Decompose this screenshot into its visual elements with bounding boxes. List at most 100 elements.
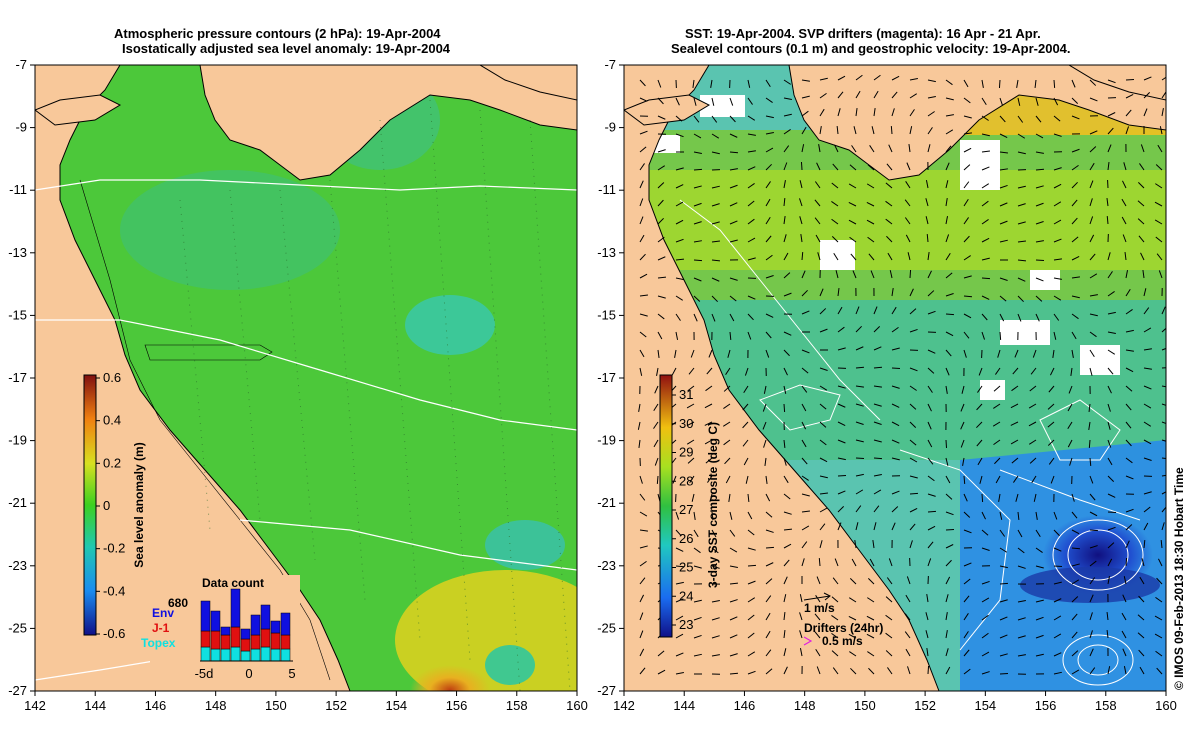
velocity-vector bbox=[1089, 349, 1095, 357]
velocity-vector bbox=[688, 367, 695, 375]
velocity-vector bbox=[995, 475, 1001, 484]
velocity-vector bbox=[960, 403, 965, 412]
velocity-vector bbox=[765, 313, 774, 318]
velocity-vector bbox=[869, 145, 875, 153]
velocity-vector bbox=[657, 236, 665, 243]
velocity-vector bbox=[727, 349, 731, 358]
velocity-vector bbox=[725, 475, 731, 484]
velocity-vector bbox=[1089, 511, 1098, 517]
velocity-vector bbox=[1013, 475, 1019, 483]
velocity-vector bbox=[993, 439, 1001, 446]
right-lat-label: -11 bbox=[598, 182, 616, 197]
velocity-vector bbox=[1017, 203, 1026, 207]
velocity-vector bbox=[1125, 457, 1133, 464]
left-pressure-contour bbox=[35, 319, 577, 431]
velocity-vector bbox=[693, 313, 698, 322]
velocity-vector bbox=[693, 97, 697, 106]
velocity-vector bbox=[976, 421, 983, 429]
velocity-vector bbox=[1154, 201, 1163, 207]
data-count-bar bbox=[240, 638, 251, 652]
velocity-vector bbox=[1035, 133, 1044, 139]
velocity-vector bbox=[909, 439, 917, 446]
velocity-vector bbox=[639, 612, 644, 621]
velocity-vector bbox=[639, 273, 648, 279]
velocity-vector bbox=[706, 367, 713, 375]
velocity-vector bbox=[867, 651, 875, 657]
velocity-vector bbox=[925, 180, 929, 189]
velocity-vector bbox=[1015, 493, 1019, 502]
right-lon-label: 152 bbox=[914, 698, 936, 713]
velocity-vector bbox=[765, 115, 774, 119]
velocity-vector bbox=[1125, 421, 1132, 429]
velocity-vector bbox=[963, 613, 969, 621]
sst-colorbar-ramp bbox=[659, 374, 673, 638]
data-count-bar bbox=[260, 604, 271, 630]
velocity-vector bbox=[837, 522, 842, 531]
velocity-vector bbox=[873, 421, 882, 426]
velocity-vector bbox=[675, 133, 684, 138]
velocity-vector bbox=[1053, 313, 1060, 321]
velocity-vector bbox=[1107, 403, 1111, 412]
velocity-vector bbox=[801, 475, 809, 481]
velocity-vector bbox=[816, 666, 821, 675]
velocity-vector bbox=[1089, 253, 1096, 261]
velocity-vector bbox=[927, 510, 937, 513]
velocity-vector bbox=[1035, 221, 1044, 225]
right-title-line1: SST: 19-Apr-2004. SVP drifters (magenta)… bbox=[685, 26, 1041, 41]
velocity-vector bbox=[1106, 198, 1109, 207]
velocity-vector bbox=[1029, 457, 1037, 464]
velocity-vector bbox=[945, 576, 951, 585]
velocity-vector bbox=[945, 385, 948, 394]
velocity-vector bbox=[704, 439, 713, 445]
left-lon-label: 146 bbox=[145, 698, 167, 713]
data-count-bars bbox=[200, 588, 291, 662]
velocity-vector bbox=[747, 183, 755, 189]
left-reef-contour bbox=[144, 344, 273, 361]
velocity-vector bbox=[819, 475, 828, 479]
velocity-vector bbox=[1071, 563, 1080, 567]
velocity-vector bbox=[747, 200, 755, 207]
velocity-vector bbox=[995, 367, 1001, 375]
velocity-vector bbox=[927, 439, 933, 448]
velocity-vector bbox=[855, 325, 862, 333]
velocity-vector bbox=[1035, 151, 1044, 154]
data-count-bar bbox=[270, 648, 281, 662]
velocity-vector bbox=[904, 613, 911, 621]
velocity-vector bbox=[1034, 79, 1037, 89]
velocity-vector bbox=[1106, 629, 1109, 639]
data-count-bar bbox=[260, 628, 271, 648]
velocity-vector bbox=[905, 181, 911, 189]
velocity-vector bbox=[979, 475, 983, 484]
velocity-vector bbox=[1107, 385, 1112, 394]
velocity-vector bbox=[993, 385, 1001, 392]
velocity-vector bbox=[885, 614, 893, 621]
velocity-vector bbox=[653, 421, 659, 429]
velocity-vector bbox=[711, 654, 720, 657]
velocity-vector bbox=[693, 151, 702, 154]
velocity-vector bbox=[1035, 115, 1042, 123]
velocity-vector bbox=[1143, 439, 1152, 445]
velocity-vector bbox=[999, 133, 1008, 138]
velocity-vector bbox=[1011, 385, 1019, 392]
right-lon-label: 150 bbox=[854, 698, 876, 713]
velocity-vector bbox=[765, 529, 774, 533]
velocity-vector bbox=[963, 631, 969, 639]
velocity-vector bbox=[927, 79, 936, 83]
velocity-vector bbox=[711, 133, 720, 139]
velocity-vector bbox=[981, 97, 987, 106]
right-geostrophic-vectors bbox=[637, 74, 1166, 675]
velocity-vector bbox=[783, 349, 790, 357]
velocity-vector bbox=[764, 457, 767, 466]
velocity-vector bbox=[657, 669, 666, 675]
velocity-vector bbox=[961, 385, 965, 394]
velocity-vector bbox=[855, 366, 865, 369]
velocity-vector bbox=[765, 475, 768, 484]
velocity-vector bbox=[783, 97, 792, 100]
velocity-vector bbox=[1123, 576, 1127, 585]
velocity-vector bbox=[1159, 126, 1163, 135]
velocity-vector bbox=[725, 367, 731, 375]
velocity-vector bbox=[783, 234, 787, 243]
velocity-vector bbox=[674, 349, 677, 358]
velocity-vector bbox=[905, 594, 911, 603]
velocity-vector bbox=[1048, 385, 1055, 393]
